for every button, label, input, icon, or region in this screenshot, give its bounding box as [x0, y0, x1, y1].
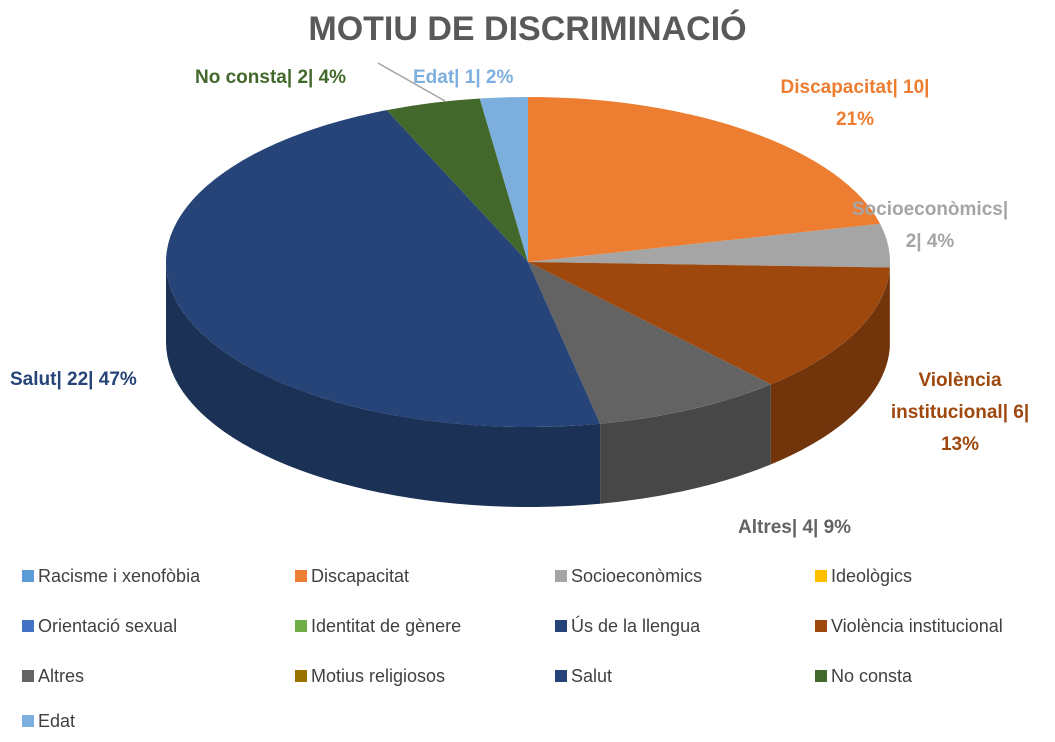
pie-slice: [386, 98, 528, 262]
legend-item: Edat: [22, 709, 75, 733]
legend-label: Identitat de gènere: [311, 615, 462, 636]
pie-slice: [528, 262, 771, 424]
data-label: Altres| 4| 9%: [738, 517, 852, 538]
legend-item: Altres: [22, 664, 84, 688]
legend-swatch: [815, 670, 827, 682]
pie-side: [770, 267, 890, 465]
legend-swatch: [815, 620, 827, 632]
legend-label: Altres: [38, 665, 85, 686]
legend-item: Violència institucional: [815, 614, 1003, 638]
pie-side: [600, 384, 771, 504]
chart-title: MOTIU DE DISCRIMINACIÓ: [308, 10, 747, 48]
legend-label: Discapacitat: [311, 565, 410, 586]
legend-item: Identitat de gènere: [295, 614, 461, 638]
legend-label: Edat: [38, 710, 76, 731]
legend-item: Socioeconòmics: [555, 564, 702, 588]
legend-swatch: [815, 570, 827, 582]
data-label: Salut| 22| 47%: [10, 369, 137, 390]
data-label: Socioeconòmics| 2| 4%: [851, 199, 1009, 252]
data-label: No consta| 2| 4%: [195, 67, 347, 88]
legend-swatch: [22, 620, 34, 632]
legend-swatch: [22, 715, 34, 727]
legend-swatch: [555, 670, 567, 682]
legend-item: Ideològics: [815, 564, 912, 588]
legend-item: No consta: [815, 664, 912, 688]
legend-item: Motius religiosos: [295, 664, 445, 688]
legend-item: Salut: [555, 664, 612, 688]
legend-label: Ideològics: [831, 565, 913, 586]
legend-label: Ús de la llengua: [571, 615, 701, 636]
legend-item: Discapacitat: [295, 564, 409, 588]
leader-line: [377, 62, 446, 102]
legend-swatch: [555, 570, 567, 582]
legend-swatch: [295, 570, 307, 582]
pie-layer: [165, 97, 890, 428]
pie-side: [166, 262, 601, 507]
legend-label: Orientació sexual: [38, 615, 178, 636]
legend-label: Racisme i xenofòbia: [38, 565, 201, 586]
pie-layer: [166, 262, 890, 507]
legend-label: Violència institucional: [831, 615, 1003, 636]
legend-swatch: [295, 620, 307, 632]
pie-slice: [528, 223, 890, 268]
legend-swatch: [22, 670, 34, 682]
legend-swatch: [295, 670, 307, 682]
legend-item: Racisme i xenofòbia: [22, 564, 200, 588]
legend-label: Socioeconòmics: [571, 565, 703, 586]
legend-swatch: [22, 570, 34, 582]
data-label: Discapacitat| 10| 21%: [780, 77, 930, 130]
pie-slice: [528, 262, 890, 385]
legend-label: No consta: [831, 665, 913, 686]
legend-label: Motius religiosos: [311, 665, 446, 686]
legend-swatch: [555, 620, 567, 632]
legend-label: Salut: [571, 665, 613, 686]
pie-slice: [528, 97, 881, 262]
data-label: Violència institucional| 6| 13%: [890, 370, 1030, 455]
legend-item: Orientació sexual: [22, 614, 177, 638]
pie-slice: [165, 110, 601, 428]
pie-slice: [479, 97, 528, 262]
legend-item: Ús de la llengua: [555, 614, 700, 638]
data-label: Edat| 1| 2%: [413, 67, 514, 88]
